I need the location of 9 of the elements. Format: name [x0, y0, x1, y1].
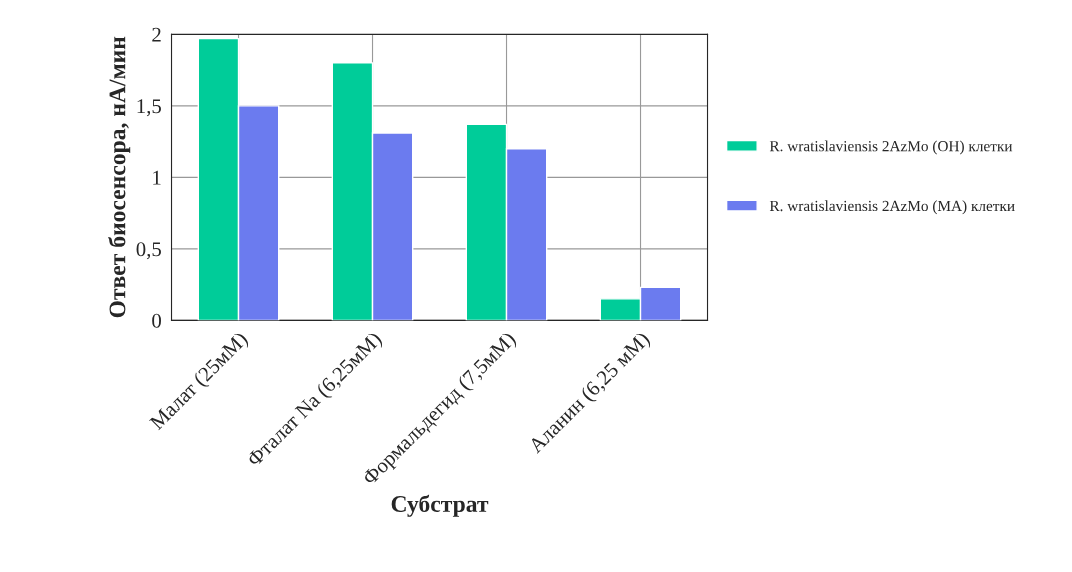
- legend-label: R. wratislaviensis 2AzMo (OH) клетки: [769, 140, 1013, 155]
- x-axis-title: Субстрат: [391, 494, 489, 517]
- y-tick-label: 1: [153, 170, 161, 185]
- legend-label: R. wratislaviensis 2AzMo (MA) клетки: [769, 200, 1015, 215]
- y-tick-label: 0: [152, 313, 161, 328]
- y-tick-label: 0,5: [136, 242, 161, 260]
- y-tick-label: 1,5: [137, 99, 161, 117]
- y-axis-title: Ответ биосенсора, нА/мин: [108, 36, 131, 318]
- y-tick-label: 2: [152, 27, 161, 42]
